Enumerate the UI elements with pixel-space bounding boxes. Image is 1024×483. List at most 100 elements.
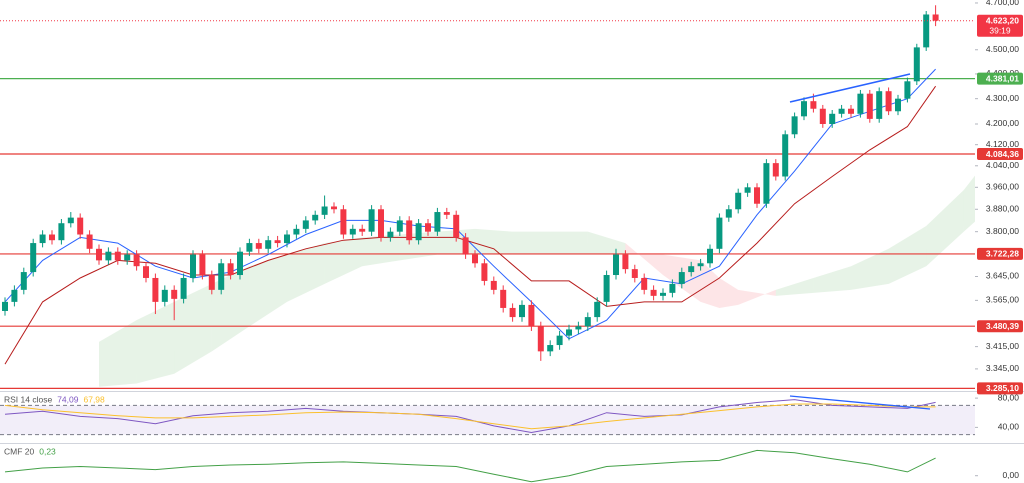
cloud-segment (625, 243, 663, 276)
candle-body (923, 14, 930, 48)
candle-body (11, 289, 18, 302)
level-label: 4.381,01 (986, 73, 1019, 83)
candle-body (848, 108, 854, 114)
candle-body (772, 163, 779, 177)
candle-body (932, 14, 939, 21)
y-tick-label: 3.565,00 (986, 295, 1019, 305)
candle-body (274, 240, 281, 244)
y-tick-label: 4.120,00 (986, 139, 1019, 149)
candle-body (302, 220, 309, 229)
candle-body (725, 209, 732, 218)
candle-body (613, 254, 619, 276)
candle-body (697, 263, 704, 267)
trend-line (789, 395, 931, 410)
main-pane (0, 5, 975, 389)
candle-body (904, 81, 911, 99)
pane-title: CMF 20 (4, 446, 35, 456)
candle-body (782, 134, 789, 177)
cloud-segment (362, 234, 400, 267)
y-tick-label: 3.880,00 (986, 204, 1019, 214)
cloud-segment (587, 231, 626, 255)
candle-body (791, 116, 798, 135)
y-tick-label: 40,00 (998, 422, 1020, 432)
y-tick-label: 3.415,00 (986, 341, 1019, 351)
candle-body (86, 234, 93, 249)
candle-body (650, 289, 657, 296)
level-label-box (977, 247, 1023, 260)
level-label-box (977, 382, 1023, 395)
candle-body (519, 304, 525, 318)
y-tick-label: 0,00 (1002, 470, 1019, 480)
candle-body (359, 228, 366, 232)
cloud-segment (99, 320, 137, 387)
candle-body (547, 345, 554, 352)
last-price-label: 4.623,20 (986, 15, 1019, 25)
candle-body (810, 101, 817, 109)
candle-body (622, 254, 629, 270)
candle-body (312, 214, 319, 221)
candle-body (255, 243, 262, 249)
indicator-line (4, 68, 936, 340)
candle-body (368, 209, 375, 232)
y-tick-label: 80,00 (998, 392, 1020, 402)
candle-body (96, 248, 102, 261)
candle-body (67, 217, 74, 224)
candle-body (114, 251, 121, 261)
candle-body (829, 113, 836, 124)
candle-body (49, 234, 55, 241)
candle-body (688, 266, 695, 273)
candle-body (913, 47, 920, 82)
candle-body (754, 187, 760, 204)
pane-title: RSI 14 close (4, 394, 52, 404)
candle-body (509, 307, 516, 318)
candle-body (472, 254, 478, 264)
cloud-segment (738, 289, 776, 305)
candle-body (340, 209, 347, 235)
candle-body (481, 263, 488, 281)
candle-body (462, 237, 469, 255)
level-label-box (977, 148, 1023, 161)
candle-body (133, 254, 140, 267)
candle-body (331, 206, 337, 210)
candle-body (500, 289, 507, 308)
cloud-segment (475, 228, 513, 255)
level-label: 4.084,36 (986, 149, 1019, 159)
candle-body (77, 217, 84, 235)
candle-body (265, 240, 272, 249)
candle-body (246, 243, 253, 252)
candle-body (866, 93, 873, 119)
cloud-segment (550, 231, 588, 255)
candle-body (227, 263, 234, 276)
candle-body (425, 223, 431, 232)
candle-body (735, 192, 742, 210)
candle-body (284, 234, 290, 244)
indicator-line (4, 85, 937, 365)
last-value-label: 74,09 (57, 394, 79, 404)
candle-body (30, 243, 37, 273)
rsi-band (0, 405, 975, 435)
level-label: 3.722,28 (986, 249, 1019, 259)
candle-body (396, 220, 403, 232)
candle-body (660, 292, 666, 296)
cloud-segment (926, 190, 964, 267)
cloud-segment (813, 266, 851, 293)
level-label: 3.285,10 (986, 383, 1019, 393)
candle-body (293, 228, 300, 235)
candle-body (556, 335, 563, 346)
countdown: 39:19 (989, 25, 1011, 35)
cloud-segment (136, 301, 175, 384)
candle-body (857, 93, 864, 114)
y-tick-label: 4.200,00 (986, 118, 1019, 128)
candle-body (208, 275, 215, 290)
candle-body (2, 301, 8, 311)
level-label-box (977, 320, 1023, 333)
candle-body (819, 108, 826, 124)
trend-line (789, 73, 911, 103)
candle-body (161, 289, 168, 302)
candle-body (237, 251, 243, 276)
candle-body (349, 228, 356, 235)
candle-body (566, 329, 572, 336)
last-price-box (977, 14, 1023, 37)
candle-body (669, 283, 676, 293)
